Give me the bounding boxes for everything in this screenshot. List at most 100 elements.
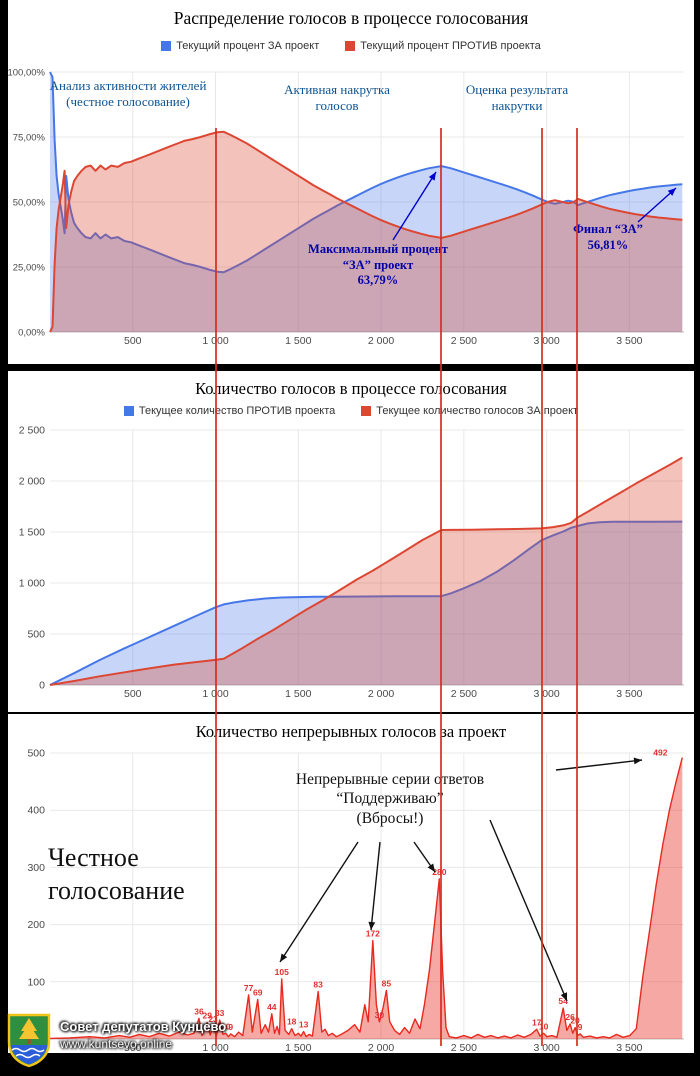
chart-annotation: Оценка результата накрутки [465,82,569,114]
fraud-boundary-line [576,128,579,1046]
annotation-arrow [489,819,568,1002]
y-tick-label: 500 [27,748,45,760]
x-tick-label: 3 500 [616,688,642,700]
y-tick-label: 200 [27,919,45,931]
fraud-boundary-line [440,128,443,1046]
y-tick-label: 0,00% [18,328,45,339]
legend-swatch-icon [361,406,372,416]
point-label: 10 [221,1021,231,1031]
series-area [50,131,683,332]
y-tick-label: 400 [27,805,45,817]
annotation-arrowhead [633,757,642,765]
legend-swatch-icon [123,406,134,416]
point-label: 20 [570,1016,580,1026]
x-tick-label: 3 500 [616,335,642,347]
y-tick-label: 2 500 [19,425,45,437]
x-tick-label: 2 000 [368,688,394,700]
x-tick-label: 1 000 [202,1042,228,1053]
point-label: 13 [299,1020,309,1030]
point-label: 26 [565,1012,575,1022]
point-label: 77 [244,983,254,993]
point-label: 69 [253,988,263,998]
streak-chart-title: Количество непрерывных голосов за проект [195,722,507,741]
annotation-arrowhead [667,188,676,196]
series-line [49,130,683,333]
legend-label: Текущий процент ЗА проект [176,40,320,52]
panel-percent-chart: Распределение голосов в процессе голосов… [8,0,694,364]
percent-area-chart: 500 1 000 1 500 2 000 2 500 3 000 3 5000,00%25… [8,68,684,347]
annotation-arrow [392,171,437,241]
annotation-arrowhead [368,921,376,930]
x-tick-label: 1 500 [285,688,311,700]
website-url: www.kuntsevo.online [60,1037,173,1051]
point-label: 280 [432,867,446,877]
point-label: 172 [366,929,380,939]
y-tick-label: 300 [27,862,45,874]
point-label: 492 [653,748,667,758]
x-tick-label: 500 [124,688,142,700]
panel-streak-chart: Количество непрерывных голосов за проект… [8,714,694,1053]
chart-annotation: Анализ активности жителей (честное голос… [49,78,207,110]
fraud-boundary-line [214,128,217,1046]
chart-annotation: Финал “ЗА” 56,81% [573,222,643,252]
x-tick-label: 2 000 [368,335,394,347]
kuntsevo-coat-of-arms-icon [7,1013,51,1068]
legend-item: Текущий процент ЗА проект [161,40,319,52]
annotation-arrow [370,841,381,931]
fraud-boundary-line [540,128,543,1046]
percent-chart-title: Распределение голосов в процессе голосов… [173,8,529,28]
series-area [50,521,683,685]
y-tick-label: 1 000 [19,578,45,590]
series-line [49,520,683,686]
legend-label: Текущий процент ПРОТИВ проекта [360,40,541,52]
annotation-arrowhead [428,172,436,181]
point-label: 33 [215,1008,225,1018]
annotation-arrow [637,187,677,223]
annotation-arrow [555,759,643,771]
x-tick-label: 1 500 [285,335,311,347]
count-chart-title: Количество голосов в процессе голосовани… [195,379,507,398]
chart-annotation: Активная накрутка голосов [284,82,390,114]
annotation-arrowhead [560,992,567,1001]
point-label: 9 [578,1022,583,1032]
point-label: 30 [375,1010,385,1020]
y-tick-label: 100 [27,976,45,988]
x-tick-label: 3 000 [533,688,559,700]
y-tick-label: 2 000 [19,476,45,488]
y-tick-label: 25,00% [13,263,46,274]
y-tick-label: 100,00% [8,68,46,79]
legend-item: Текущее количество ПРОТИВ проекта [123,405,336,417]
chart-annotation: Непрерывные серии ответов “Поддерживаю” … [295,771,485,827]
series-area [50,72,683,332]
y-tick-label: 75,00% [13,133,46,144]
chart-annotation: Честное голосование [48,843,185,905]
x-tick-label: 3 500 [616,1042,642,1053]
series-line [49,757,683,1040]
legend-label: Текущее количество голосов ЗА проект [376,405,579,417]
x-tick-label: 500 [124,1042,142,1053]
x-tick-label: 3 000 [533,335,559,347]
y-tick-label: 500 [27,629,45,641]
x-tick-label: 2 500 [451,1042,477,1053]
point-label: 54 [558,996,568,1006]
annotation-arrowhead [280,953,288,962]
point-label: 10 [539,1021,549,1031]
x-tick-label: 500 [124,335,142,347]
point-label: 44 [267,1002,277,1012]
point-label: 18 [287,1017,297,1027]
point-label: 23 [208,1014,218,1024]
x-tick-label: 2 000 [368,1042,394,1053]
x-tick-label: 2 500 [451,688,477,700]
legend-item: Текущее количество голосов ЗА проект [361,405,578,417]
legend-item: Текущий процент ПРОТИВ проекта [345,40,541,52]
footer-branding: Совет депутатов Кунцево www.kuntsevo.onl… [6,1012,226,1068]
x-tick-label: 2 500 [451,335,477,347]
point-label: 85 [382,978,392,988]
y-tick-label: 50,00% [13,198,46,209]
legend-label: Текущее количество ПРОТИВ проекта [138,405,336,417]
legend-swatch-icon [345,41,356,51]
annotation-arrow [279,841,359,963]
